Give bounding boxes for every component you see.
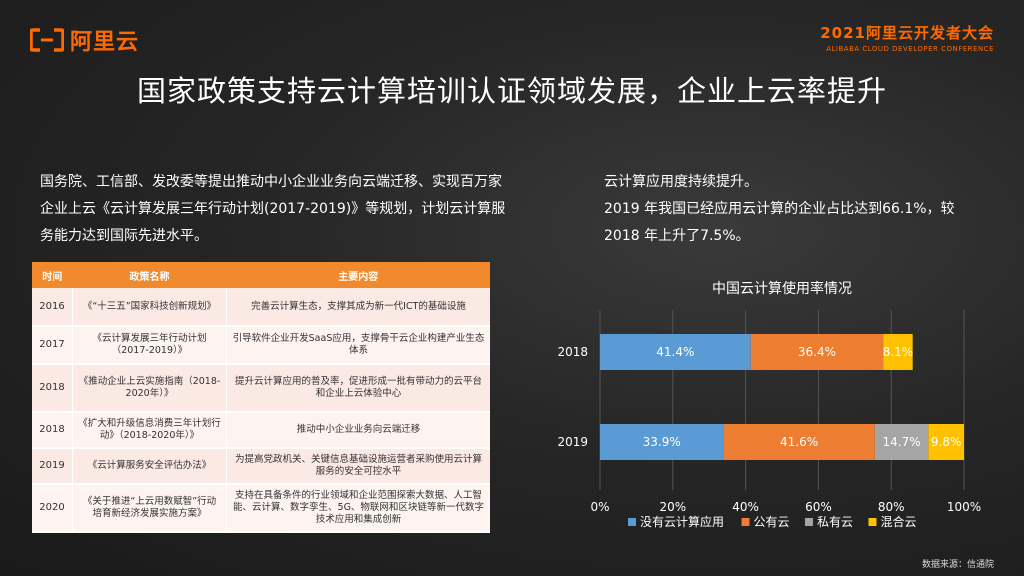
row-policy-name: 《“十三五”国家科技创新规划》 [72,288,227,327]
row-content: 支持在具备条件的行业领域和企业范围探索大数据、人工智能、云计算、数字孪生、5G、… [226,484,490,533]
y-category-label: 2019 [557,435,588,449]
chart-title: 中国云计算使用率情况 [712,281,852,297]
conference-subtitle: ALIBABA CLOUD DEVELOPER CONFERENCE [826,45,994,53]
bar-segment [600,334,751,370]
row-content: 引导软件企业开发SaaS应用，支撑骨干云企业构建产业生态体系 [226,326,490,365]
legend-label: 没有云计算应用 [640,514,724,529]
table-row: 2019 《云计算服务安全评估办法》 为提高党政机关、关键信息基础设施运营者采购… [32,448,490,485]
conference-title: 2021阿里云开发者大会 [820,24,994,42]
bar-segment [928,424,964,460]
bar-data-label: 36.4% [798,345,836,359]
logo-text: 阿里云 [70,30,140,55]
legend-swatch [805,518,813,526]
x-tick-label: 100% [947,500,981,514]
bar-data-label: 33.9% [643,435,681,449]
row-content: 完善云计算生态，支撑其成为新一代ICT的基础设施 [226,288,490,327]
alibaba-cloud-logo-icon [30,28,64,52]
row-policy-name: 《云计算服务安全评估办法》 [72,448,227,485]
row-policy-name: 《推动企业上云实施指南（2018-2020年）》 [72,364,227,413]
row-content: 提升云计算应用的普及率，促进形成一批有带动力的云平台和企业上云体验中心 [226,364,490,413]
table-row: 2018 《推动企业上云实施指南（2018-2020年）》 提升云计算应用的普及… [32,364,490,413]
x-tick-label: 20% [659,500,686,514]
table-row: 2020 《关于推进“上云用数赋智”行动 培育新经济发展实施方案》 支持在具备条… [32,484,490,533]
row-year: 2018 [32,412,73,449]
table-row: 2016 《“十三五”国家科技创新规划》 完善云计算生态，支撑其成为新一代ICT… [32,288,490,327]
bar-segment [723,424,875,460]
row-content: 推动中小企业业务向云端迁移 [226,412,490,449]
legend-label: 公有云 [754,515,790,529]
conference-branding: 2021阿里云开发者大会 ALIBABA CLOUD DEVELOPER CON… [820,22,994,53]
policy-table-header-row: 时间 政策名称 主要内容 [32,262,490,288]
slide-title: 国家政策支持云计算培训认证领域发展，企业上云率提升 [136,74,887,108]
data-source-note: 数据来源：信通院 [921,560,994,570]
row-year: 2017 [32,326,73,365]
bar-data-label: 41.4% [656,345,694,359]
row-year: 2019 [32,448,73,485]
header-policy-name: 政策名称 [72,262,227,288]
adoption-summary-line: 2019 年我国已经应用云计算的企业占比达到66.1%，较 [604,201,955,217]
legend-swatch [628,518,636,526]
policy-summary-text: 国务院、工信部、发改委等提出推动中小企业业务向云端迁移、实现百万家企业上云《云计… [40,174,506,244]
bar-data-label: 9.8% [931,435,962,449]
x-tick-label: 40% [732,500,759,514]
legend-swatch [868,518,877,526]
table-row: 2018 《扩大和升级信息消费三年计划行动》（2018-2020年）》 推动中小… [32,412,490,449]
row-year: 2018 [32,364,73,413]
bar-data-label: 8.1% [883,345,914,359]
row-policy-name: 《关于推进“上云用数赋智”行动 培育新经济发展实施方案》 [72,484,227,533]
cloud-usage-chart: 0% 20% 40% 60% 80% 100% 2018 2019 41.4% 36.4% 8.1%… [557,310,981,529]
bar-segment [600,424,724,460]
legend-label: 混合云 [881,514,917,529]
row-policy-name: 《云计算发展三年行动计划（2017-2019）》 [72,326,227,365]
x-tick-label: 0% [590,500,609,514]
bar-segment [750,334,884,370]
table-row: 2017 《云计算发展三年行动计划（2017-2019）》 引导软件企业开发Sa… [32,326,490,365]
y-category-label: 2018 [557,345,588,359]
bar-segment [883,334,913,370]
header-main-content: 主要内容 [226,262,490,288]
legend-label: 私有云 [817,515,853,529]
x-tick-label: 60% [805,500,832,514]
adoption-summary-line: 云计算应用度持续提升。 [604,174,758,190]
row-content: 为提高党政机关、关键信息基础设施运营者采购使用云计算服务的安全可控水平 [226,448,490,485]
header-time: 时间 [32,262,73,288]
bar-segment [874,424,929,460]
bar-data-label: 14.7% [883,435,921,449]
policy-table: 时间 政策名称 主要内容 2016 《“十三五”国家科技创新规划》 完善云计算生… [32,262,490,533]
row-year: 2016 [32,288,73,327]
alibaba-cloud-logo: 阿里云 [30,24,139,56]
legend-swatch [741,518,750,526]
row-year: 2020 [32,484,73,533]
adoption-summary-line: 2018 年上升了7.5%。 [604,228,750,244]
bar-data-label: 41.6% [780,435,818,449]
x-tick-label: 80% [878,500,905,514]
adoption-summary-text: 云计算应用度持续提升。 2019 年我国已经应用云计算的企业占比达到66.1%，… [604,169,1004,250]
row-policy-name: 《扩大和升级信息消费三年计划行动》（2018-2020年）》 [72,412,227,449]
